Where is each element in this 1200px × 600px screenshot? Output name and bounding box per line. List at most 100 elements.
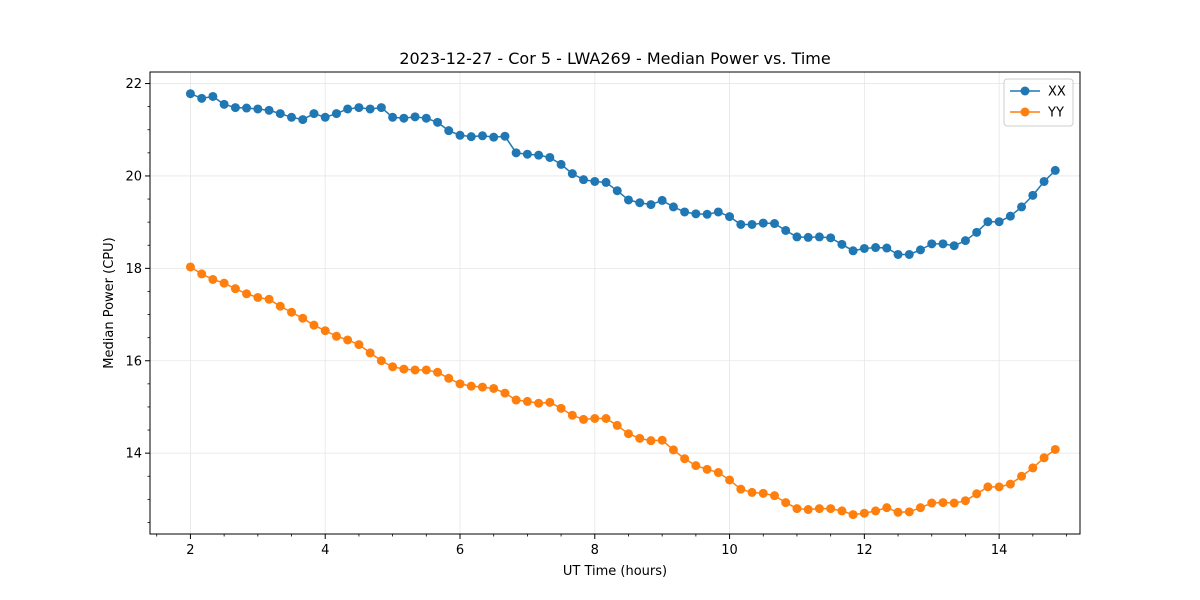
data-point-yy <box>219 278 229 288</box>
data-point-xx <box>253 104 263 114</box>
data-point-xx <box>522 149 532 159</box>
data-point-xx <box>882 243 892 253</box>
data-point-yy <box>960 496 970 506</box>
data-point-xx <box>680 207 690 217</box>
data-point-yy <box>803 505 813 515</box>
data-point-xx <box>298 115 308 125</box>
data-point-yy <box>522 396 532 406</box>
plot-frame <box>149 71 1081 535</box>
data-point-xx <box>287 112 297 122</box>
data-point-yy <box>455 379 465 389</box>
y-tick-label: 14 <box>125 447 142 462</box>
data-point-xx <box>219 99 229 109</box>
data-point-yy <box>1039 453 1049 463</box>
y-tick-label: 18 <box>125 262 142 277</box>
data-point-yy <box>635 433 645 443</box>
data-point-xx <box>938 239 948 249</box>
data-point-yy <box>736 484 746 494</box>
legend-marker-yy <box>1020 107 1030 117</box>
data-point-xx <box>365 104 375 114</box>
data-point-xx <box>927 239 937 249</box>
data-point-yy <box>882 503 892 513</box>
data-point-xx <box>747 219 757 229</box>
data-point-yy <box>770 491 780 501</box>
data-point-yy <box>410 365 420 375</box>
data-point-yy <box>680 454 690 464</box>
data-point-xx <box>590 176 600 186</box>
data-point-xx <box>320 112 330 122</box>
data-point-yy <box>197 269 207 279</box>
data-point-yy <box>781 498 791 508</box>
data-point-yy <box>848 510 858 520</box>
data-point-xx <box>725 212 735 222</box>
x-tick-label: 6 <box>456 543 464 558</box>
data-point-yy <box>354 340 364 350</box>
data-point-yy <box>725 475 735 485</box>
data-point-xx <box>713 207 723 217</box>
x-tick-label: 8 <box>591 543 599 558</box>
data-point-yy <box>657 435 667 445</box>
data-point-xx <box>1039 176 1049 186</box>
data-point-xx <box>871 243 881 253</box>
data-point-yy <box>702 464 712 474</box>
data-point-yy <box>758 488 768 498</box>
data-point-xx <box>623 195 633 205</box>
data-point-xx <box>1005 211 1015 221</box>
data-point-yy <box>927 498 937 508</box>
data-point-yy <box>646 436 656 446</box>
legend-label-yy: YY <box>1047 106 1064 121</box>
data-point-xx <box>567 169 577 179</box>
data-point-yy <box>938 498 948 508</box>
data-point-xx <box>949 241 959 251</box>
data-point-yy <box>837 506 847 516</box>
data-point-yy <box>298 313 308 323</box>
data-point-xx <box>1028 190 1038 200</box>
data-point-yy <box>343 335 353 345</box>
x-axis-label: UT Time (hours) <box>563 564 667 579</box>
data-point-xx <box>1017 202 1027 212</box>
x-tick-label: 10 <box>721 543 738 558</box>
data-point-xx <box>859 243 869 253</box>
data-point-yy <box>242 289 252 299</box>
data-point-yy <box>623 429 633 439</box>
series-yy <box>185 262 1060 520</box>
legend-marker-xx <box>1020 86 1030 96</box>
data-point-xx <box>376 103 386 113</box>
data-point-xx <box>264 105 274 115</box>
data-point-yy <box>444 373 454 383</box>
data-point-yy <box>871 506 881 516</box>
data-point-yy <box>949 498 959 508</box>
series-group <box>185 89 1060 520</box>
data-point-xx <box>500 131 510 141</box>
data-point-xx <box>983 217 993 227</box>
data-point-xx <box>646 200 656 210</box>
data-point-xx <box>354 103 364 113</box>
data-point-xx <box>388 112 398 122</box>
data-point-yy <box>264 294 274 304</box>
data-point-xx <box>185 89 195 99</box>
data-point-xx <box>556 159 566 169</box>
data-point-yy <box>376 356 386 366</box>
data-point-xx <box>792 232 802 242</box>
data-point-xx <box>848 246 858 256</box>
data-point-yy <box>590 414 600 423</box>
data-point-yy <box>972 489 982 499</box>
x-tick-label: 12 <box>856 543 873 558</box>
data-point-yy <box>713 468 723 478</box>
data-point-xx <box>579 175 589 185</box>
data-point-yy <box>691 461 701 471</box>
data-point-xx <box>343 104 353 114</box>
data-point-xx <box>208 91 218 101</box>
data-point-xx <box>736 219 746 229</box>
data-point-yy <box>994 482 1004 492</box>
data-point-xx <box>421 113 431 123</box>
series-xx <box>185 89 1060 259</box>
data-point-xx <box>534 150 544 160</box>
data-point-yy <box>601 414 611 423</box>
y-tick-label: 20 <box>125 169 142 184</box>
data-point-yy <box>230 284 240 294</box>
data-point-yy <box>466 381 476 391</box>
data-point-xx <box>444 126 454 136</box>
data-point-yy <box>309 320 319 330</box>
data-point-yy <box>668 445 678 455</box>
